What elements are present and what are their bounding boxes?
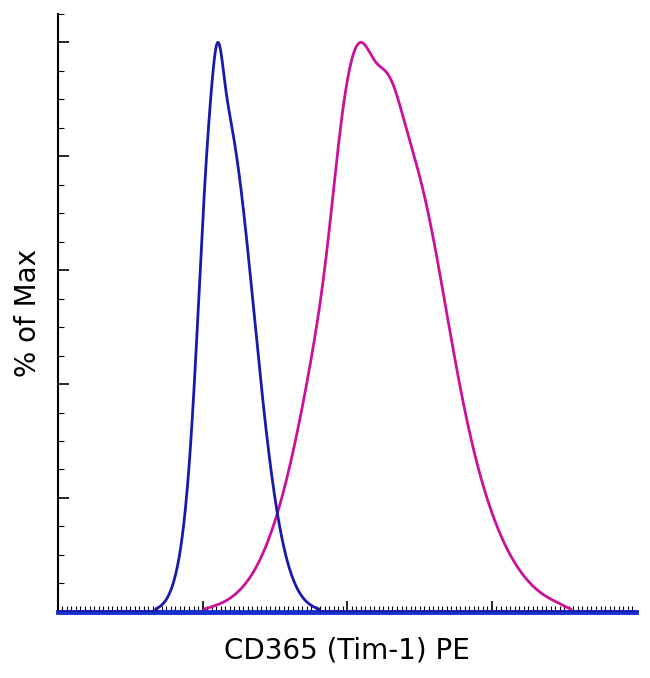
X-axis label: CD365 (Tim-1) PE: CD365 (Tim-1) PE [224,636,470,664]
Y-axis label: % of Max: % of Max [14,249,42,377]
